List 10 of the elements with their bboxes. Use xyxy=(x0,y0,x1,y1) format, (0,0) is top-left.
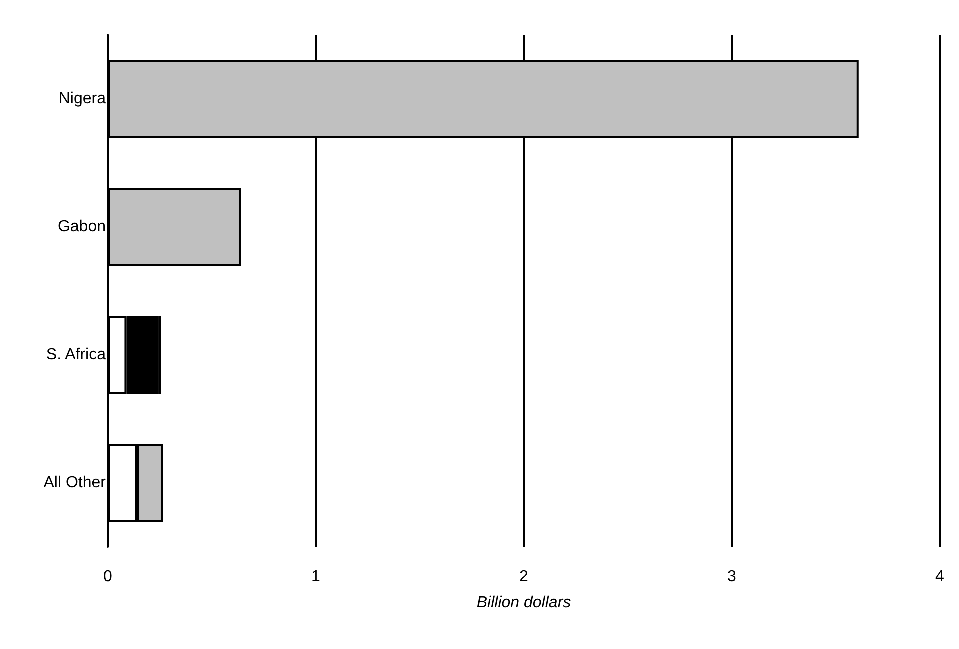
x-tick-label: 2 xyxy=(520,568,529,586)
y-tick-label: Nigera xyxy=(58,90,106,108)
x-tick-label: 3 xyxy=(728,568,737,586)
x-tick-label: 0 xyxy=(104,568,113,586)
y-tick-label: Gabon xyxy=(58,218,106,236)
y-tick-label: All Other xyxy=(44,474,107,492)
x-axis-title: Billion dollars xyxy=(476,594,572,612)
x-tick-label: 4 xyxy=(936,568,945,586)
x-tick-label: 1 xyxy=(312,568,321,586)
y-tick-label: S. Africa xyxy=(46,346,106,364)
